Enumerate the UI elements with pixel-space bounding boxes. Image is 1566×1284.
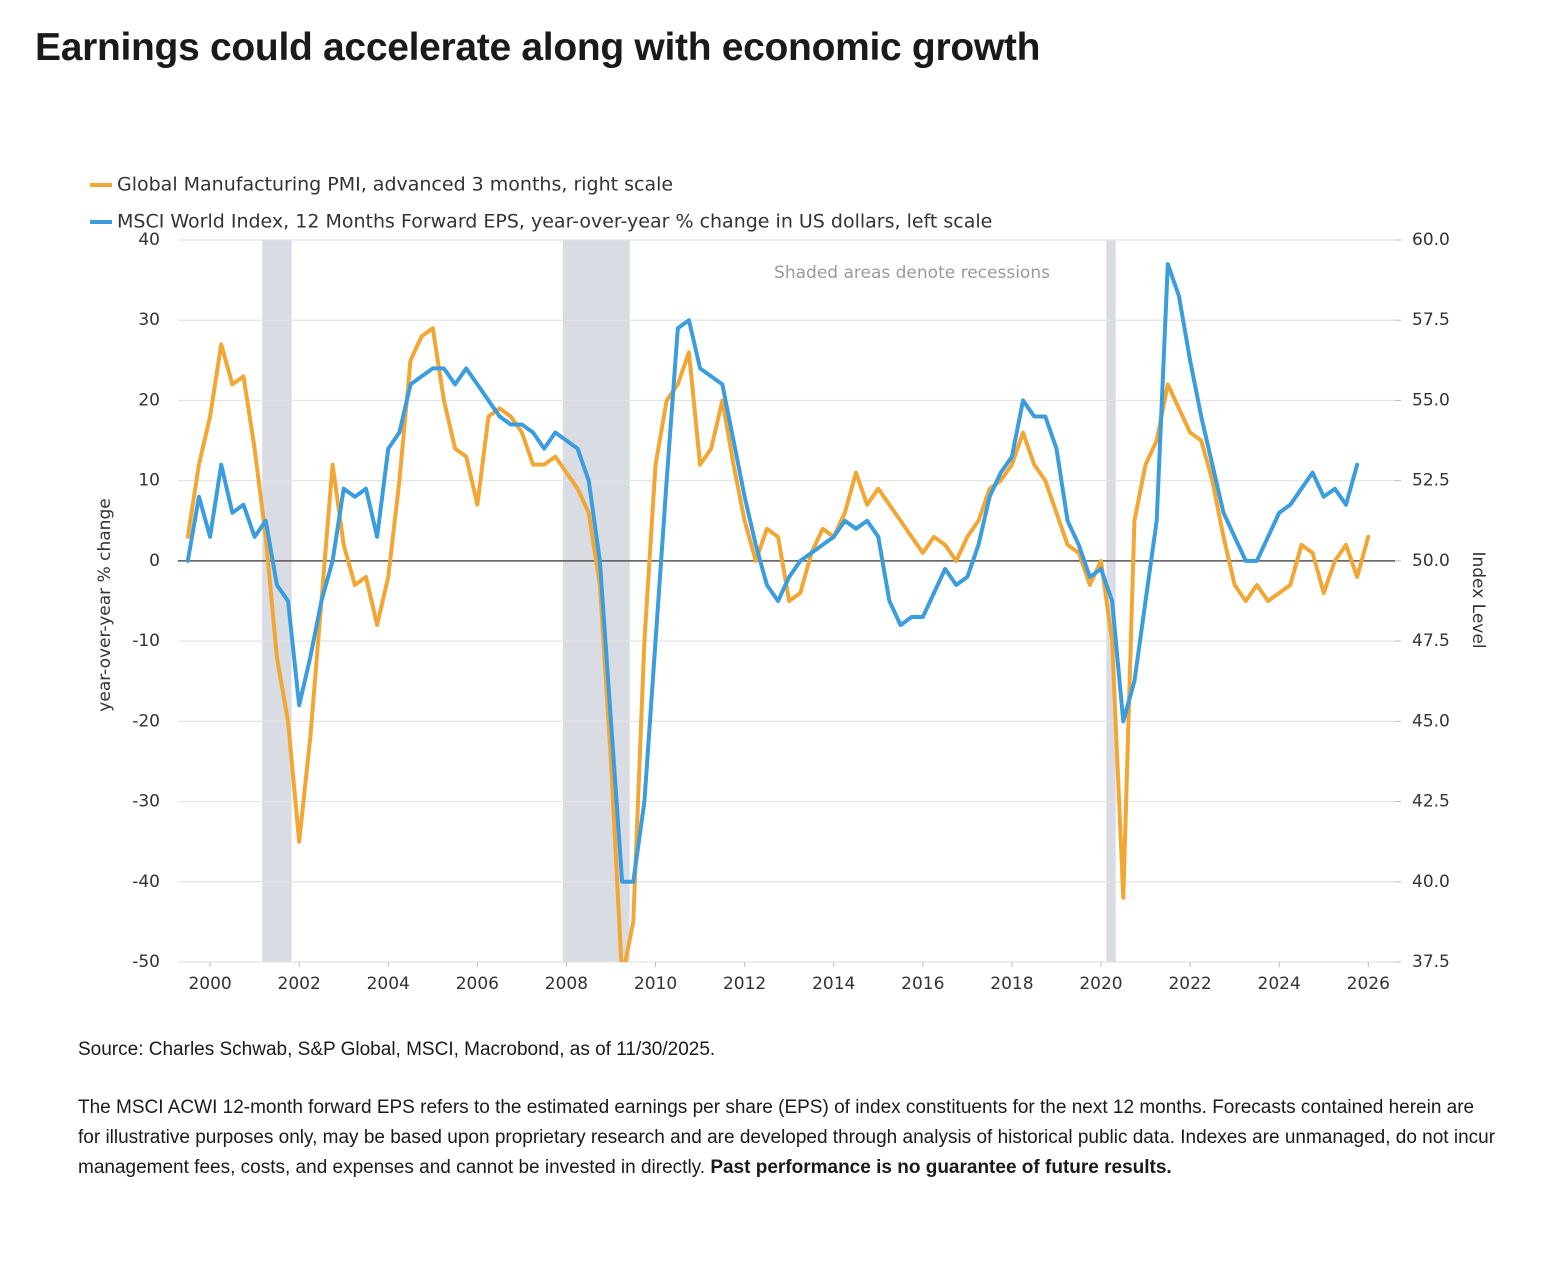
x-tick-label: 2020 xyxy=(1079,974,1122,994)
y2-tick-label: 40.0 xyxy=(1412,872,1450,892)
legend-label: MSCI World Index, 12 Months Forward EPS,… xyxy=(117,211,992,233)
x-tick-label: 2006 xyxy=(456,974,499,994)
y2-tick-label: 60.0 xyxy=(1412,230,1450,250)
y2-tick-label: 57.5 xyxy=(1412,310,1450,330)
x-tick-label: 2002 xyxy=(278,974,321,994)
x-tick-label: 2026 xyxy=(1347,974,1390,994)
x-tick-label: 2018 xyxy=(990,974,1033,994)
y2-tick-label: 50.0 xyxy=(1412,551,1450,571)
y-tick-label: -20 xyxy=(132,711,160,731)
y-tick-label: 30 xyxy=(138,310,160,330)
y2-axis-title: Index Level xyxy=(1468,551,1488,648)
y-tick-label: -30 xyxy=(132,792,160,812)
y2-tick-label: 37.5 xyxy=(1412,952,1450,972)
disclaimer-text: The MSCI ACWI 12-month forward EPS refer… xyxy=(78,1097,1496,1178)
x-tick-label: 2016 xyxy=(901,974,944,994)
x-tick-label: 2014 xyxy=(812,974,855,994)
legend-label: Global Manufacturing PMI, advanced 3 mon… xyxy=(117,174,673,196)
y2-tick-label: 52.5 xyxy=(1412,471,1450,491)
chart-title: Earnings could accelerate along with eco… xyxy=(35,26,1041,69)
annotation: Shaded areas denote recessions xyxy=(774,263,1050,283)
y-tick-label: 0 xyxy=(149,551,160,571)
source-note: Source: Charles Schwab, S&P Global, MSCI… xyxy=(78,1039,716,1060)
x-tick-label: 2012 xyxy=(723,974,766,994)
x-tick-label: 2008 xyxy=(545,974,588,994)
series-line xyxy=(185,262,1360,884)
x-tick-label: 2024 xyxy=(1258,974,1301,994)
series-line xyxy=(185,326,1371,962)
x-tick-label: 2022 xyxy=(1168,974,1211,994)
y2-tick-label: 45.0 xyxy=(1412,711,1450,731)
y-tick-label: -10 xyxy=(132,631,160,651)
y-tick-label: -50 xyxy=(132,952,160,972)
y2-tick-label: 42.5 xyxy=(1412,792,1450,812)
y-tick-label: -40 xyxy=(132,872,160,892)
y-tick-label: 40 xyxy=(138,230,160,250)
x-tick-label: 2010 xyxy=(634,974,677,994)
y2-tick-label: 55.0 xyxy=(1412,390,1450,410)
disclaimer-bold: Past performance is no guarantee of futu… xyxy=(710,1157,1172,1178)
y-axis-title: year-over-year % change xyxy=(95,498,115,711)
y-tick-label: 20 xyxy=(138,390,160,410)
x-tick-label: 2000 xyxy=(188,974,231,994)
y2-tick-label: 47.5 xyxy=(1412,631,1450,651)
disclaimer: The MSCI ACWI 12-month forward EPS refer… xyxy=(78,1093,1498,1183)
x-tick-label: 2004 xyxy=(367,974,410,994)
y-tick-label: 10 xyxy=(138,471,160,491)
